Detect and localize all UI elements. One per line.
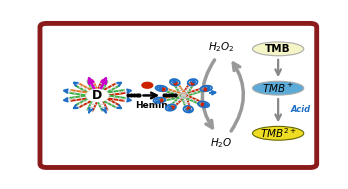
- Circle shape: [87, 90, 108, 101]
- Text: $TMB^{2+}$: $TMB^{2+}$: [260, 126, 296, 140]
- Text: $H_2O_2$: $H_2O_2$: [208, 40, 235, 54]
- Text: D: D: [92, 89, 103, 102]
- Text: Acid: Acid: [290, 105, 310, 114]
- Text: TMB: TMB: [265, 44, 291, 54]
- Ellipse shape: [253, 42, 304, 56]
- Ellipse shape: [253, 81, 304, 95]
- Text: $H_2O$: $H_2O$: [210, 137, 233, 150]
- Ellipse shape: [253, 126, 304, 140]
- FancyBboxPatch shape: [40, 23, 317, 167]
- Text: $TMB^+$: $TMB^+$: [262, 82, 294, 95]
- Circle shape: [142, 82, 153, 88]
- Text: Hemin: Hemin: [135, 101, 168, 110]
- FancyArrowPatch shape: [202, 60, 215, 128]
- FancyArrowPatch shape: [231, 63, 243, 131]
